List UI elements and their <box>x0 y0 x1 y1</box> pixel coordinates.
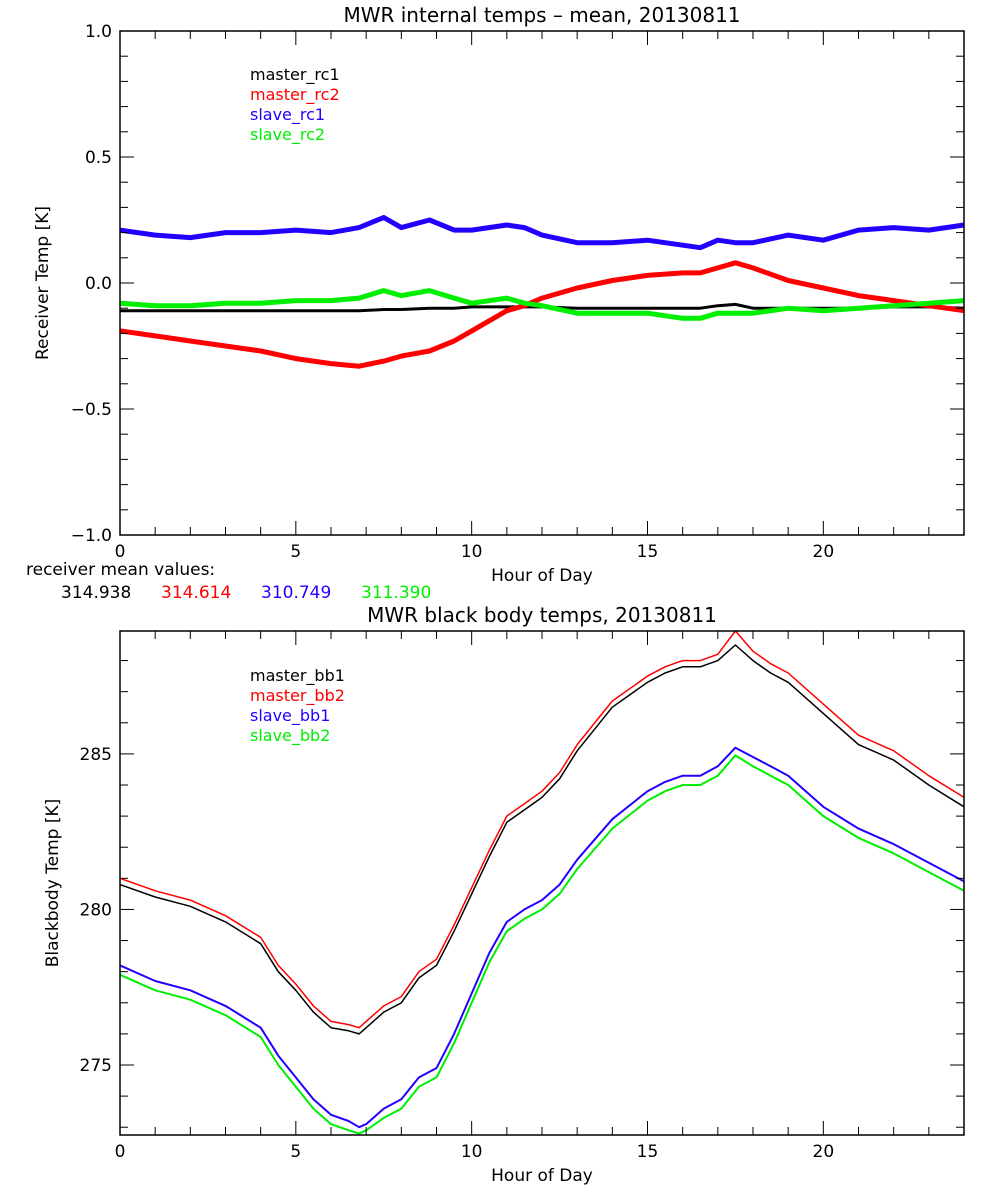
x-tick-label: 15 <box>637 1142 659 1162</box>
blackbody-temps-chart: MWR black body temps, 20130811 0 5 10 15 20 … <box>43 603 965 1186</box>
y-axis-label: Receiver Temp [K] <box>33 206 53 360</box>
series-group <box>119 630 965 1135</box>
y-tick-label: 0.0 <box>85 274 112 294</box>
y-tick-label: −1.0 <box>71 526 112 546</box>
series-line-slave-bb2 <box>119 754 965 1135</box>
plot-frame <box>119 630 965 1136</box>
y-tick-label: 280 <box>80 900 112 920</box>
legend-entry-slave-rc1: slave_rc1 <box>250 105 325 125</box>
legend-entry-slave-bb1: slave_bb1 <box>250 706 330 726</box>
series-line-slave-rc1 <box>119 215 965 251</box>
annotation-values: 314.938 314.614 310.749 311.390 <box>61 583 431 603</box>
legend-entry-master-rc2: master_rc2 <box>250 85 340 105</box>
x-axis-label: Hour of Day <box>491 1166 593 1186</box>
receiver-temps-chart: MWR internal temps – mean, 20130811 0 5 10… <box>26 3 965 603</box>
receiver-mean-value: 314.614 <box>161 583 231 603</box>
y-tick-labels: −1.0 −0.5 0.0 0.5 1.0 <box>71 22 112 546</box>
legend-entry-master-bb2: master_bb2 <box>250 686 345 706</box>
receiver-mean-value: 311.390 <box>361 583 431 603</box>
x-tick-label: 5 <box>290 1142 301 1162</box>
series-line-slave-rc2 <box>119 288 965 321</box>
legend-entry-master-rc1: master_rc1 <box>250 65 340 85</box>
axis-ticks <box>119 30 965 536</box>
receiver-mean-value: 310.749 <box>261 583 331 603</box>
plot-frame <box>119 30 965 536</box>
x-tick-label: 20 <box>813 542 835 562</box>
legend-entry-slave-rc2: slave_rc2 <box>250 125 325 145</box>
y-tick-label: 1.0 <box>85 22 112 42</box>
x-tick-label: 10 <box>461 1142 483 1162</box>
legend-entry-slave-bb2: slave_bb2 <box>250 726 330 746</box>
x-tick-label: 5 <box>290 542 301 562</box>
series-line-master-rc2 <box>119 260 965 369</box>
x-tick-label: 0 <box>115 1142 126 1162</box>
chart-title: MWR black body temps, 20130811 <box>367 603 717 627</box>
y-tick-labels: 275 280 285 <box>80 745 112 1076</box>
axis-ticks <box>119 631 965 1135</box>
x-axis-label: Hour of Day <box>491 566 593 586</box>
x-tick-label: 10 <box>461 542 483 562</box>
chart-title: MWR internal temps – mean, 20130811 <box>343 3 740 27</box>
x-tick-labels: 0 5 10 15 20 <box>115 1142 835 1162</box>
x-tick-label: 20 <box>813 1142 835 1162</box>
y-tick-label: 0.5 <box>85 148 112 168</box>
series-line-slave-bb1 <box>119 746 965 1129</box>
annotation-label: receiver mean values: <box>26 560 215 580</box>
legend-entry-master-bb1: master_bb1 <box>250 666 345 686</box>
y-tick-label: 285 <box>80 745 112 765</box>
series-line-master-bb2 <box>119 630 965 1029</box>
y-axis-label: Blackbody Temp [K] <box>43 799 63 968</box>
series-group <box>119 215 965 369</box>
receiver-mean-value: 314.938 <box>61 583 131 603</box>
y-tick-label: 275 <box>80 1056 112 1076</box>
x-tick-labels: 0 5 10 15 20 <box>115 542 835 562</box>
series-line-master-bb1 <box>119 644 965 1035</box>
y-tick-label: −0.5 <box>71 400 112 420</box>
x-tick-label: 0 <box>115 542 126 562</box>
x-tick-label: 15 <box>637 542 659 562</box>
